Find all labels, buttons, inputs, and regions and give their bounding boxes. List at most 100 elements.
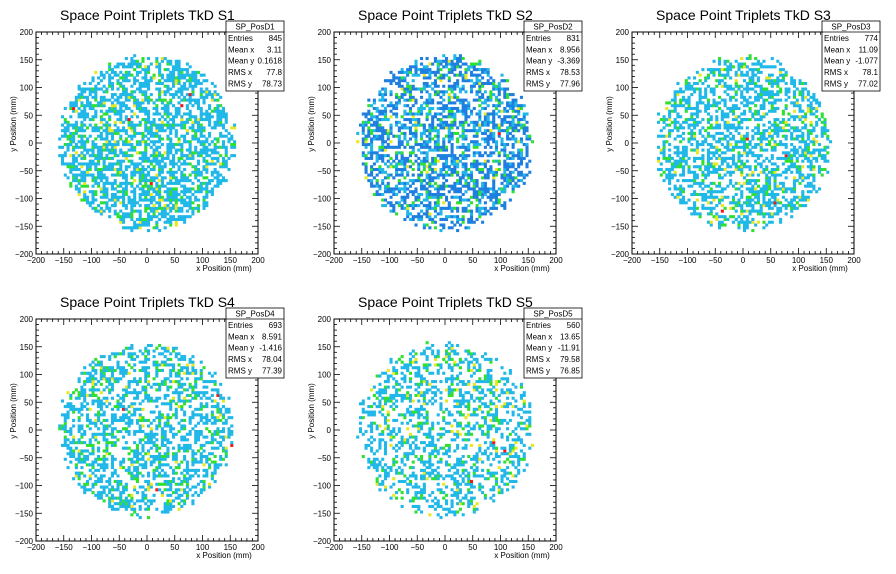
histogram-bin <box>110 129 114 133</box>
histogram-bin <box>69 134 73 138</box>
histogram-bin <box>770 73 774 77</box>
histogram-bin <box>188 215 192 219</box>
histogram-bin <box>701 204 705 208</box>
histogram-bin <box>748 198 752 202</box>
histogram-bin <box>417 204 421 208</box>
histogram-bin <box>475 184 479 188</box>
histogram-bin <box>519 170 523 174</box>
histogram-bin <box>188 151 192 155</box>
histogram-bin <box>508 173 512 177</box>
histogram-bin <box>679 90 683 94</box>
histogram-bin <box>208 143 212 147</box>
histogram-bin <box>723 76 727 80</box>
histogram-bin <box>464 156 468 160</box>
histogram-bin <box>731 159 735 163</box>
histogram-bin <box>500 173 504 177</box>
histogram-bin <box>503 176 507 180</box>
histogram-bin <box>196 167 201 172</box>
histogram-bin <box>519 151 523 155</box>
histogram-bin <box>422 140 426 144</box>
histogram-bin <box>481 81 485 86</box>
histogram-bin <box>425 84 429 88</box>
histogram-bin <box>475 73 479 77</box>
histogram-bin <box>743 209 747 213</box>
histogram-bin <box>743 181 747 185</box>
histogram-bin <box>158 123 162 127</box>
histogram-bin <box>762 212 766 216</box>
histogram-bin <box>138 143 142 147</box>
histogram-bin <box>731 220 735 224</box>
histogram-bin <box>138 226 142 230</box>
histogram-bin <box>508 104 512 108</box>
histogram-bin <box>436 129 440 133</box>
histogram-bin <box>166 154 170 158</box>
histogram-bin <box>88 173 92 177</box>
histogram-bin <box>138 195 142 199</box>
histogram-bin <box>756 198 760 202</box>
histogram-bin <box>66 126 70 130</box>
histogram-bin <box>400 198 404 202</box>
histogram-bin <box>122 84 126 88</box>
histogram-bin <box>420 151 424 155</box>
histogram-bin <box>759 154 763 158</box>
histogram-bin <box>773 106 777 110</box>
histogram-bin <box>450 120 454 124</box>
stats-row-key: RMS x <box>228 68 252 77</box>
histogram-bin <box>194 145 198 149</box>
histogram-bin <box>767 187 772 191</box>
histogram-bin <box>85 101 90 105</box>
histogram-bin <box>500 120 504 124</box>
histogram-bin <box>740 190 744 194</box>
histogram-bin <box>514 176 518 180</box>
histogram-bin <box>122 129 126 133</box>
histogram-bin <box>734 217 738 221</box>
histogram-bin <box>436 201 440 205</box>
histogram-bin <box>464 173 468 177</box>
histogram-bin <box>436 76 440 80</box>
histogram-bin <box>715 167 719 172</box>
x-tick-label: −100 <box>380 256 399 265</box>
histogram-bin <box>475 98 479 102</box>
histogram-bin <box>709 190 713 194</box>
histogram-bin <box>765 79 769 83</box>
histogram-bin <box>425 56 429 61</box>
histogram-bin <box>748 76 752 80</box>
histogram-bin <box>442 154 446 158</box>
histogram-bin <box>765 190 769 194</box>
histogram-bin <box>712 154 716 158</box>
histogram-bin <box>155 109 159 113</box>
histogram-bin <box>85 195 90 199</box>
histogram-bin <box>166 73 170 77</box>
x-tick-label: −150 <box>353 256 372 265</box>
histogram-bin <box>144 65 148 69</box>
histogram-bin <box>433 70 437 74</box>
histogram-bin <box>141 156 145 160</box>
histogram-bin <box>431 176 435 180</box>
y-tick-label: −100 <box>15 195 34 204</box>
histogram-bin <box>395 93 399 97</box>
histogram-bin <box>375 173 379 177</box>
histogram-bin <box>177 137 181 141</box>
histogram-bin <box>69 140 73 144</box>
histogram-bin <box>149 192 153 197</box>
histogram-bin <box>183 134 187 138</box>
histogram-bin <box>80 137 84 141</box>
histogram-bin <box>119 134 123 138</box>
histogram-bin <box>442 109 446 113</box>
histogram-bin <box>392 176 396 180</box>
histogram-bin <box>163 98 167 102</box>
histogram-bin <box>461 176 465 180</box>
histogram-bin <box>185 87 189 91</box>
histogram-bin <box>776 173 780 177</box>
histogram-bin <box>91 206 95 210</box>
histogram-bin <box>754 209 758 213</box>
histogram-bin <box>729 143 733 147</box>
histogram-bin <box>447 98 451 102</box>
histogram-bin <box>83 148 87 152</box>
histogram-bin <box>403 137 407 141</box>
histogram-bin <box>422 198 426 202</box>
histogram-bin <box>701 198 705 202</box>
histogram-bin <box>152 156 156 160</box>
x-tick-label: 200 <box>251 256 265 265</box>
histogram-bin <box>411 115 415 119</box>
